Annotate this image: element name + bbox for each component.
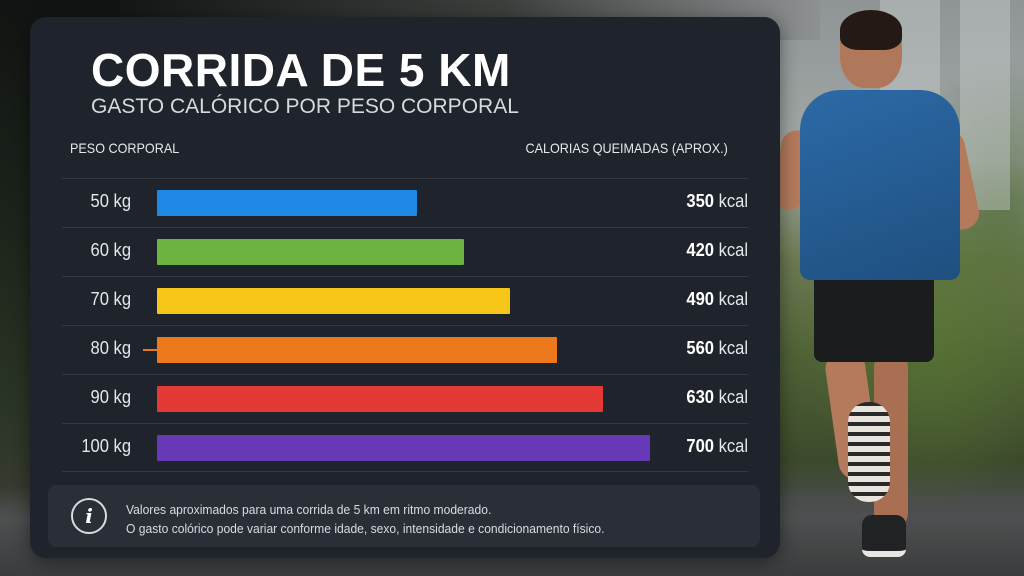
info-note: i Valores aproximados para uma corrida d… bbox=[48, 485, 760, 547]
calorie-value: 630 kcal bbox=[686, 387, 748, 407]
bar-row: 80 kg 560 kcal bbox=[62, 325, 748, 374]
calorie-bar bbox=[157, 239, 464, 265]
column-header-weight: PESO CORPORAL bbox=[70, 140, 180, 156]
bar-row: 90 kg 630 kcal bbox=[62, 374, 748, 423]
bar-row: 70 kg 490 kcal bbox=[62, 276, 748, 325]
info-icon: i bbox=[71, 498, 107, 534]
note-line-1: Valores aproximados para uma corrida de … bbox=[126, 502, 492, 517]
calorie-bar bbox=[157, 288, 511, 314]
calorie-bar bbox=[157, 386, 604, 412]
weight-label: 60 kg bbox=[90, 240, 131, 260]
calorie-value: 350 kcal bbox=[686, 191, 748, 211]
bar-rows: 50 kg 350 kcal 60 kg 420 kcal 70 kg 490 … bbox=[62, 178, 748, 472]
calorie-value: 560 kcal bbox=[686, 338, 748, 358]
weight-label: 100 kg bbox=[81, 436, 131, 456]
bar-marker bbox=[143, 349, 157, 351]
note-text: Valores aproximados para uma corrida de … bbox=[126, 500, 604, 538]
bar-row: 100 kg 700 kcal bbox=[62, 423, 748, 472]
column-header-calories: CALORIAS QUEIMADAS (APROX.) bbox=[525, 140, 728, 156]
weight-label: 70 kg bbox=[90, 289, 131, 309]
chart-title: CORRIDA DE 5 KM bbox=[91, 44, 511, 96]
calorie-bar bbox=[157, 337, 557, 363]
runner-image bbox=[768, 10, 990, 570]
note-line-2: O gasto colórico pode variar conforme id… bbox=[126, 521, 605, 536]
weight-label: 90 kg bbox=[90, 387, 131, 407]
bar-row: 60 kg 420 kcal bbox=[62, 227, 748, 276]
chart-subtitle: GASTO CALÓRICO POR PESO CORPORAL bbox=[91, 95, 519, 118]
calorie-value: 490 kcal bbox=[686, 289, 748, 309]
weight-label: 80 kg bbox=[90, 338, 131, 358]
chart-panel: CORRIDA DE 5 KM GASTO CALÓRICO POR PESO … bbox=[30, 17, 780, 558]
calorie-value: 420 kcal bbox=[686, 240, 748, 260]
bar-row: 50 kg 350 kcal bbox=[62, 178, 748, 227]
calorie-value: 700 kcal bbox=[686, 436, 748, 456]
calorie-bar bbox=[157, 190, 417, 216]
weight-label: 50 kg bbox=[90, 191, 131, 211]
calorie-bar bbox=[157, 435, 650, 461]
